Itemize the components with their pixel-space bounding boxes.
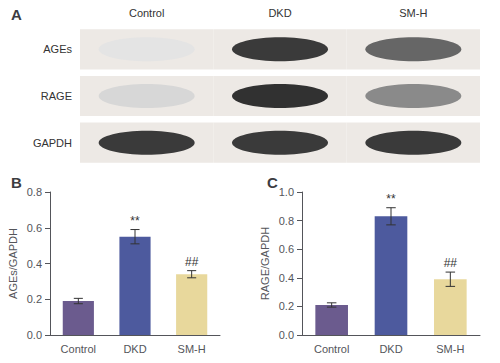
svg-text:Control: Control (314, 343, 349, 355)
svg-text:0.2: 0.2 (279, 300, 294, 312)
svg-text:0.8: 0.8 (27, 186, 42, 198)
svg-text:0.0: 0.0 (27, 329, 42, 341)
svg-text:C: C (267, 174, 278, 191)
svg-text:0.2: 0.2 (27, 293, 42, 305)
svg-text:DKD: DKD (379, 343, 402, 355)
svg-text:1.0: 1.0 (279, 186, 294, 198)
svg-text:0.4: 0.4 (27, 258, 42, 270)
svg-text:A: A (11, 6, 22, 23)
svg-text:Control: Control (129, 7, 164, 19)
svg-text:GAPDH: GAPDH (33, 137, 72, 149)
svg-text:##: ## (185, 255, 199, 269)
svg-text:SM-H: SM-H (436, 343, 464, 355)
svg-text:Control: Control (61, 343, 96, 355)
svg-text:SM-H: SM-H (178, 343, 206, 355)
svg-text:0.6: 0.6 (279, 243, 294, 255)
svg-text:AGEs: AGEs (43, 43, 72, 55)
svg-text:0.8: 0.8 (279, 215, 294, 227)
svg-text:RAGE: RAGE (41, 90, 72, 102)
svg-text:0.6: 0.6 (27, 222, 42, 234)
svg-text:DKD: DKD (123, 343, 146, 355)
svg-text:DKD: DKD (268, 7, 291, 19)
svg-text:SM-H: SM-H (399, 7, 427, 19)
svg-text:B: B (11, 174, 22, 191)
svg-text:**: ** (386, 192, 396, 206)
svg-text:##: ## (444, 256, 458, 270)
svg-text:**: ** (130, 214, 140, 228)
svg-text:AGEs/GAPDH: AGEs/GAPDH (7, 228, 19, 299)
svg-text:0.0: 0.0 (279, 329, 294, 341)
svg-text:0.4: 0.4 (279, 272, 294, 284)
svg-text:RAGE/GAPDH: RAGE/GAPDH (259, 227, 271, 300)
